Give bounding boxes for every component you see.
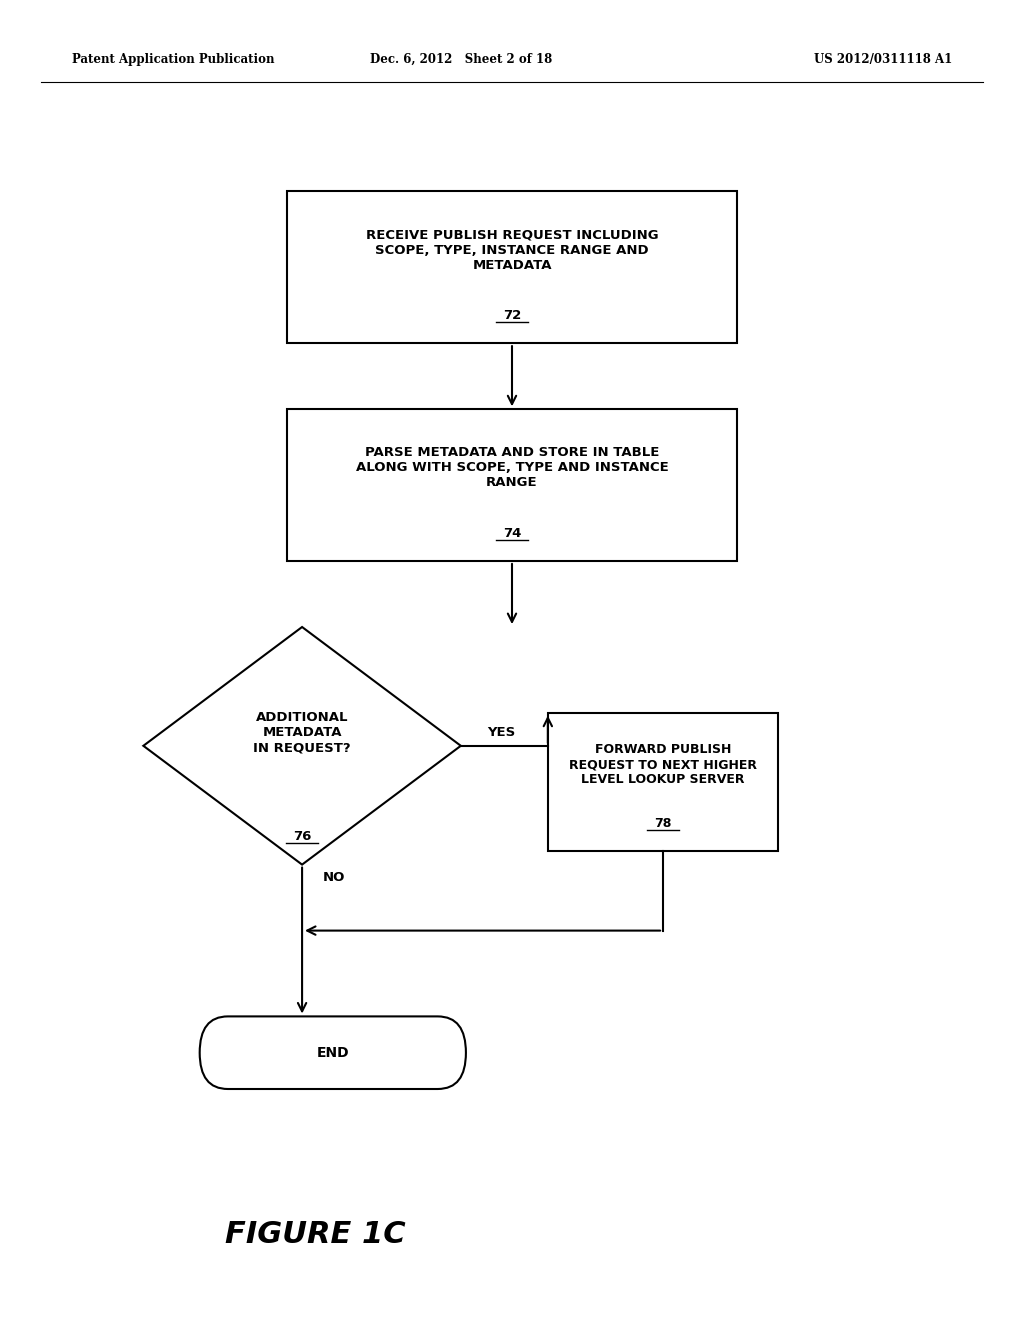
Text: 76: 76 [293,830,311,843]
Text: END: END [316,1045,349,1060]
FancyBboxPatch shape [200,1016,466,1089]
Text: Patent Application Publication: Patent Application Publication [72,53,274,66]
Text: FIGURE 1C: FIGURE 1C [225,1220,406,1249]
Polygon shape [143,627,461,865]
FancyBboxPatch shape [548,713,778,851]
Text: NO: NO [323,871,345,884]
Text: PARSE METADATA AND STORE IN TABLE
ALONG WITH SCOPE, TYPE AND INSTANCE
RANGE: PARSE METADATA AND STORE IN TABLE ALONG … [355,446,669,490]
Text: FORWARD PUBLISH
REQUEST TO NEXT HIGHER
LEVEL LOOKUP SERVER: FORWARD PUBLISH REQUEST TO NEXT HIGHER L… [569,743,757,787]
Text: US 2012/0311118 A1: US 2012/0311118 A1 [814,53,952,66]
Text: 72: 72 [503,309,521,322]
Text: 74: 74 [503,527,521,540]
Text: ADDITIONAL
METADATA
IN REQUEST?: ADDITIONAL METADATA IN REQUEST? [253,711,351,754]
FancyBboxPatch shape [287,191,737,343]
Text: 78: 78 [654,817,672,830]
FancyBboxPatch shape [287,409,737,561]
Text: YES: YES [487,726,516,739]
Text: Dec. 6, 2012   Sheet 2 of 18: Dec. 6, 2012 Sheet 2 of 18 [370,53,552,66]
Text: RECEIVE PUBLISH REQUEST INCLUDING
SCOPE, TYPE, INSTANCE RANGE AND
METADATA: RECEIVE PUBLISH REQUEST INCLUDING SCOPE,… [366,228,658,272]
